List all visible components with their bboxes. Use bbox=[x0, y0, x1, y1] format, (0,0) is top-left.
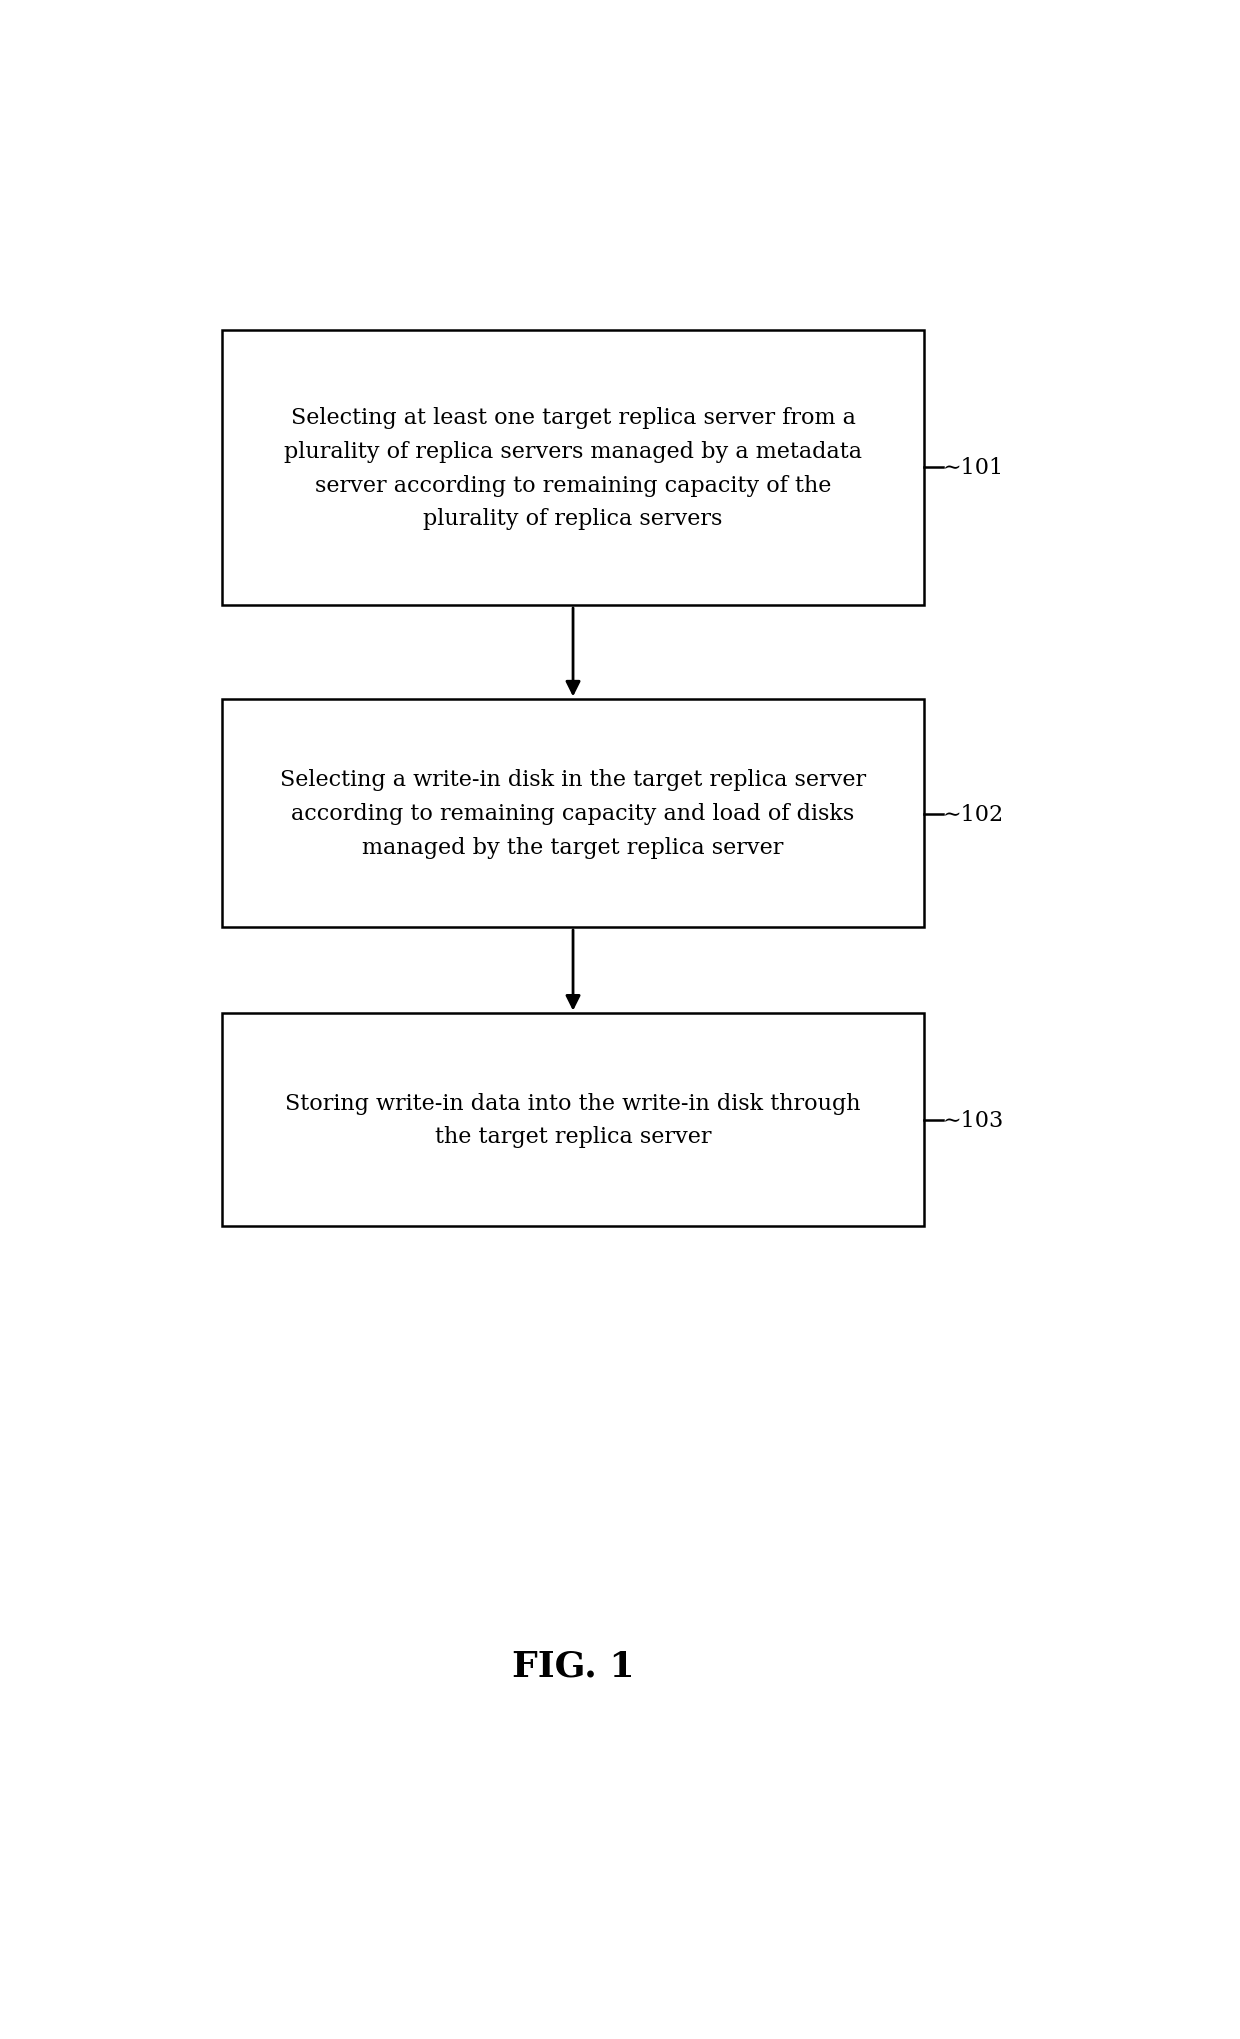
Text: FIG. 1: FIG. 1 bbox=[512, 1650, 635, 1682]
FancyBboxPatch shape bbox=[222, 330, 924, 606]
Text: ∼101: ∼101 bbox=[942, 457, 1004, 479]
Text: ∼102: ∼102 bbox=[942, 803, 1004, 826]
Text: Storing write-in data into the write-in disk through
the target replica server: Storing write-in data into the write-in … bbox=[285, 1093, 861, 1148]
FancyBboxPatch shape bbox=[222, 699, 924, 928]
Text: ∼103: ∼103 bbox=[942, 1109, 1004, 1132]
Text: Selecting at least one target replica server from a
plurality of replica servers: Selecting at least one target replica se… bbox=[284, 406, 862, 530]
Text: Selecting a write-in disk in the target replica server
according to remaining ca: Selecting a write-in disk in the target … bbox=[280, 769, 866, 858]
FancyBboxPatch shape bbox=[222, 1013, 924, 1225]
